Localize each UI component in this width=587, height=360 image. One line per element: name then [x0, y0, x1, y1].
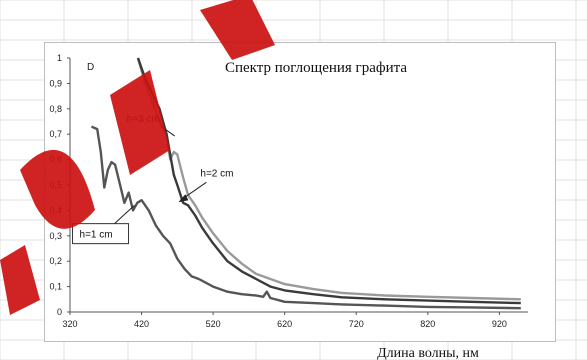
y-tick-label: 0,6: [49, 155, 62, 165]
y-axis-label: D: [87, 62, 94, 73]
annotation-label: h=2 cm: [200, 168, 233, 179]
y-tick-label: 0: [57, 307, 62, 317]
series-line-h-3-cm: [136, 57, 521, 305]
annotation-arrow: [114, 204, 135, 225]
series-line-h-2-cm: [136, 57, 521, 301]
x-tick-label: 820: [420, 319, 435, 329]
x-tick-label: 620: [277, 319, 292, 329]
series-line-h-1-cm: [91, 125, 521, 310]
x-axis-label: Длина волны, нм: [377, 346, 479, 360]
y-tick-label: 0,2: [49, 256, 62, 266]
chart-title: Спектр поглощения графита: [225, 60, 407, 76]
x-tick-label: 720: [349, 319, 364, 329]
y-tick-label: 0,8: [49, 104, 62, 114]
y-tick-label: 0,7: [49, 129, 62, 139]
annotation-label: h=1 cm: [80, 230, 113, 241]
x-tick-label: 420: [134, 319, 149, 329]
y-tick-label: 0,4: [49, 205, 62, 215]
x-tick-label: 920: [492, 319, 507, 329]
y-tick-label: 0,3: [49, 231, 62, 241]
y-tick-label: 0,5: [49, 180, 62, 190]
y-tick-label: 0,9: [49, 78, 62, 88]
y-tick-label: 1: [57, 53, 62, 63]
annotation-arrowhead: [178, 194, 189, 203]
x-tick-label: 520: [206, 319, 221, 329]
annotation-label: h=3 cm: [127, 114, 160, 125]
x-tick-label: 320: [62, 319, 77, 329]
y-tick-label: 0,1: [49, 282, 62, 292]
